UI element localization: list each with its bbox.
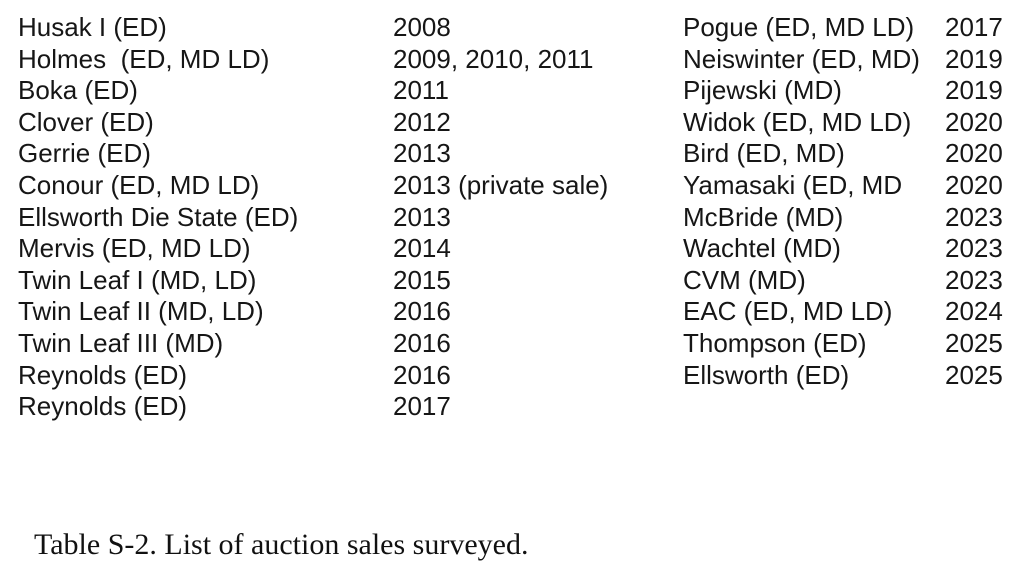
auction-sales-list: Husak I (ED) 2008 Pogue (ED, MD LD) 2017… — [18, 12, 1024, 423]
sale-years: 2016 — [393, 327, 451, 358]
sale-years: 2013 — [393, 201, 451, 232]
sale-years: 2012 — [393, 106, 451, 137]
sale-years: 2017 — [393, 391, 451, 422]
sale-name: Mervis (ED, MD LD) — [18, 233, 251, 264]
sale-name: Gerrie (ED) — [18, 138, 151, 169]
sale-name: CVM (MD) — [683, 264, 806, 295]
sale-year: 2017 — [945, 12, 1003, 42]
table-caption: Table S-2. List of auction sales surveye… — [34, 528, 529, 561]
sale-year: 2019 — [945, 75, 1003, 106]
sale-year: 2025 — [945, 327, 1003, 358]
sale-year: 2025 — [945, 359, 1003, 390]
sale-year: 2023 — [945, 201, 1003, 232]
sale-year: 2020 — [945, 138, 1003, 169]
sale-year: 2020 — [945, 169, 1003, 200]
sale-name: Ellsworth (ED) — [683, 359, 850, 390]
sale-name: Twin Leaf III (MD) — [18, 327, 224, 358]
sale-name: Pijewski (MD) — [683, 75, 842, 106]
sale-name: Clover (ED) — [18, 106, 154, 137]
empty-cell — [945, 391, 1024, 423]
sale-years: 2011 — [393, 75, 449, 106]
sale-years: 2008 — [393, 12, 451, 42]
sale-year: 2023 — [945, 264, 1003, 295]
sale-years: 2013 (private sale) — [393, 169, 609, 200]
sale-name: Twin Leaf I (MD, LD) — [18, 264, 257, 295]
sale-name: Boka (ED) — [18, 75, 138, 106]
sale-years: 2013 — [393, 138, 451, 169]
sale-name: Bird (ED, MD) — [683, 138, 845, 169]
sale-years: 2009, 2010, 2011 — [393, 43, 594, 74]
sale-year: 2020 — [945, 106, 1003, 137]
sale-years: 2016 — [393, 359, 451, 390]
empty-cell — [683, 391, 945, 423]
sale-name: Reynolds (ED) — [18, 359, 188, 390]
sale-name: Widok (ED, MD LD) — [683, 106, 912, 137]
sale-name: Thompson (ED) — [683, 327, 867, 358]
sale-name: Pogue (ED, MD LD) — [683, 12, 915, 42]
sale-name: Husak I (ED) — [18, 12, 167, 42]
sale-name: Holmes (ED, MD LD) — [18, 43, 270, 74]
sale-name: Neiswinter (ED, MD) — [683, 43, 920, 74]
sale-name: Wachtel (MD) — [683, 233, 841, 264]
sale-years: 2014 — [393, 233, 451, 264]
sale-year: 2024 — [945, 296, 1003, 327]
sale-name: McBride (MD) — [683, 201, 844, 232]
sale-year: 2019 — [945, 43, 1003, 74]
sale-years: 2016 — [393, 296, 451, 327]
sale-name: Conour (ED, MD LD) — [18, 169, 260, 200]
sale-name: EAC (ED, MD LD) — [683, 296, 893, 327]
sale-years: 2015 — [393, 264, 451, 295]
sale-year: 2023 — [945, 233, 1003, 264]
sale-name: Ellsworth Die State (ED) — [18, 201, 299, 232]
sale-name: Twin Leaf II (MD, LD) — [18, 296, 264, 327]
sale-name: Reynolds (ED) — [18, 391, 188, 422]
sale-name: Yamasaki (ED, MD — [683, 169, 903, 200]
